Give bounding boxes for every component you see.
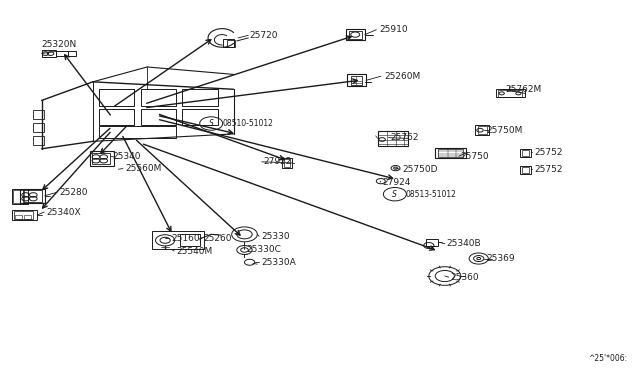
Bar	[496, 89, 525, 97]
Bar	[141, 109, 176, 125]
Bar	[475, 125, 489, 135]
Bar	[56, 51, 68, 56]
Bar	[20, 189, 45, 203]
Bar	[282, 158, 292, 168]
Bar	[12, 189, 28, 204]
Bar	[182, 89, 218, 106]
Text: 25260M: 25260M	[384, 72, 420, 81]
Text: 25750M: 25750M	[486, 126, 523, 135]
Text: 25260: 25260	[204, 234, 232, 243]
Bar	[90, 151, 114, 166]
Bar	[24, 215, 31, 219]
Text: 25320N: 25320N	[42, 40, 77, 49]
Text: 25762M: 25762M	[506, 85, 542, 94]
Bar	[180, 234, 200, 246]
Bar	[520, 166, 531, 174]
Bar	[13, 190, 24, 203]
Bar	[346, 29, 365, 40]
Bar	[68, 51, 76, 56]
Bar	[23, 190, 42, 202]
Bar	[152, 231, 204, 249]
Text: 25340: 25340	[113, 152, 141, 161]
Bar	[522, 167, 529, 173]
Bar	[284, 159, 290, 167]
Text: 25340B: 25340B	[447, 239, 481, 248]
Bar	[92, 153, 110, 164]
Bar	[351, 76, 362, 85]
Bar	[349, 31, 362, 39]
Text: 25720: 25720	[250, 31, 278, 40]
Text: 25560M: 25560M	[125, 164, 162, 173]
Bar	[378, 131, 408, 146]
Text: S: S	[392, 190, 397, 199]
Text: 27924: 27924	[382, 178, 410, 187]
Bar	[12, 210, 37, 220]
Bar	[33, 136, 44, 145]
Text: 25280: 25280	[59, 188, 88, 197]
Bar	[227, 40, 235, 46]
Bar	[426, 239, 438, 246]
Text: ^25'*006:: ^25'*006:	[588, 354, 627, 363]
Bar	[141, 89, 176, 106]
Text: 08510-51012: 08510-51012	[223, 119, 273, 128]
Text: 25160: 25160	[171, 234, 200, 243]
Text: 25750D: 25750D	[402, 165, 437, 174]
Bar	[33, 110, 44, 119]
Bar	[478, 126, 487, 134]
Bar	[15, 215, 22, 219]
Bar	[520, 149, 531, 157]
Text: 25330A: 25330A	[261, 258, 296, 267]
Text: 25540M: 25540M	[176, 247, 212, 256]
Bar	[42, 50, 56, 57]
Bar	[99, 109, 134, 125]
Bar	[223, 39, 234, 47]
Bar	[498, 90, 522, 97]
Text: 25369: 25369	[486, 254, 515, 263]
Bar	[522, 150, 529, 156]
Text: S: S	[209, 119, 214, 128]
Bar	[347, 74, 366, 86]
Text: 08513-51012: 08513-51012	[405, 190, 456, 199]
Bar	[438, 149, 463, 157]
Text: 25752: 25752	[534, 165, 563, 174]
Text: 25910: 25910	[380, 25, 408, 34]
Text: 25330C: 25330C	[246, 245, 281, 254]
Text: 25752: 25752	[534, 148, 563, 157]
Text: 25330: 25330	[261, 232, 290, 241]
Bar	[99, 126, 176, 138]
Bar	[182, 109, 218, 125]
Text: 25340X: 25340X	[46, 208, 81, 217]
Text: 27922: 27922	[264, 157, 292, 166]
Text: 25762: 25762	[390, 133, 419, 142]
Bar	[33, 123, 44, 132]
Bar	[99, 89, 134, 106]
Text: 25750: 25750	[461, 152, 490, 161]
Bar	[435, 148, 466, 158]
Bar	[14, 211, 33, 219]
Text: 25360: 25360	[451, 273, 479, 282]
